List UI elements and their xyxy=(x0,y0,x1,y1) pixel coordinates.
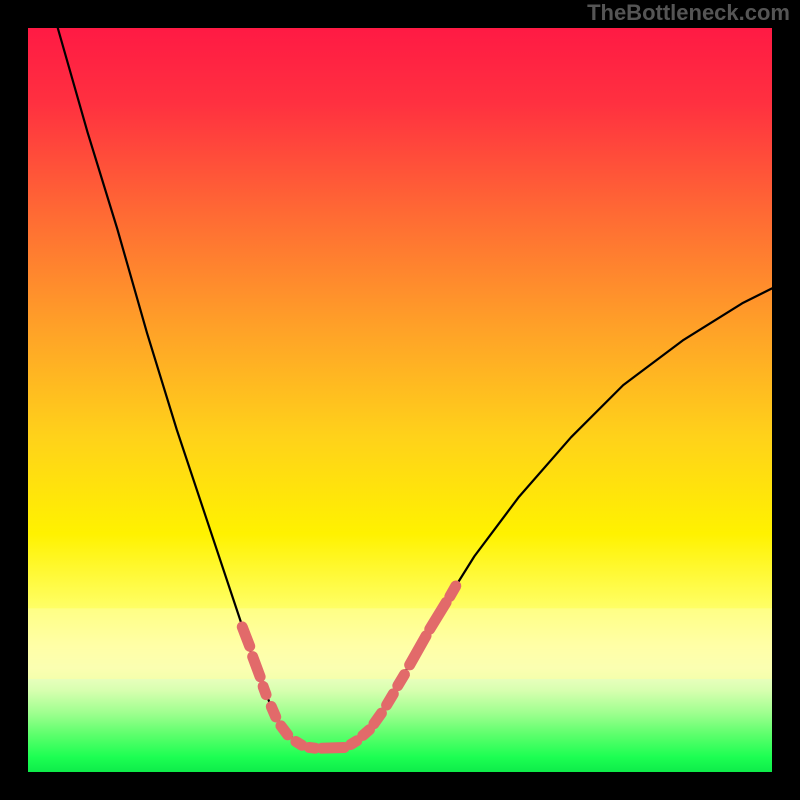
chart-container: TheBottleneck.com xyxy=(0,0,800,800)
plot-area xyxy=(28,28,772,772)
chart-svg xyxy=(28,28,772,772)
watermark-label: TheBottleneck.com xyxy=(587,0,790,26)
